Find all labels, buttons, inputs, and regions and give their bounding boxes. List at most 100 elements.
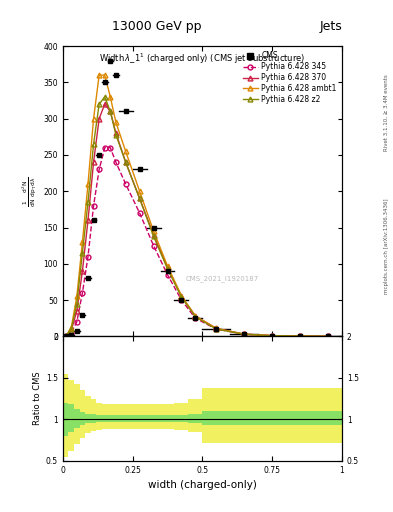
CMS	[270, 333, 275, 339]
Pythia 6.428 345	[63, 333, 68, 339]
Pythia 6.428 345	[91, 203, 96, 209]
Pythia 6.428 ambt1	[75, 293, 79, 300]
Pythia 6.428 370	[151, 232, 156, 238]
Pythia 6.428 z2	[270, 333, 275, 339]
Pythia 6.428 370	[108, 109, 113, 115]
Pythia 6.428 ambt1	[165, 263, 170, 269]
Line: CMS: CMS	[63, 58, 331, 339]
Line: Pythia 6.428 ambt1: Pythia 6.428 ambt1	[63, 73, 331, 339]
Pythia 6.428 z2	[108, 109, 113, 115]
Pythia 6.428 370	[298, 333, 303, 339]
Pythia 6.428 370	[86, 217, 90, 223]
CMS	[193, 315, 198, 322]
Y-axis label: $\mathregular{\frac{1}{dN}}\,\mathregular{\frac{d^2N}{dp_T\,d\lambda}}$: $\mathregular{\frac{1}{dN}}\,\mathregula…	[21, 176, 39, 207]
Pythia 6.428 ambt1	[214, 325, 219, 331]
CMS	[103, 79, 107, 86]
Pythia 6.428 370	[114, 130, 118, 136]
Pythia 6.428 z2	[80, 250, 85, 256]
CMS	[165, 268, 170, 274]
Pythia 6.428 345	[75, 319, 79, 325]
Pythia 6.428 z2	[298, 333, 303, 339]
Pythia 6.428 ambt1	[179, 293, 184, 299]
Pythia 6.428 ambt1	[326, 333, 331, 339]
Pythia 6.428 ambt1	[108, 94, 113, 100]
Pythia 6.428 z2	[326, 333, 331, 339]
Pythia 6.428 ambt1	[103, 72, 107, 78]
Pythia 6.428 345	[151, 243, 156, 249]
Pythia 6.428 345	[97, 166, 101, 173]
Pythia 6.428 370	[123, 159, 128, 165]
CMS	[326, 333, 331, 339]
CMS	[69, 332, 73, 338]
Pythia 6.428 370	[193, 313, 198, 319]
Pythia 6.428 345	[326, 333, 331, 339]
CMS	[75, 328, 79, 334]
CMS	[97, 152, 101, 158]
Pythia 6.428 z2	[103, 94, 107, 100]
Pythia 6.428 345	[137, 210, 142, 216]
Pythia 6.428 ambt1	[114, 119, 118, 125]
Pythia 6.428 ambt1	[91, 116, 96, 122]
Pythia 6.428 ambt1	[86, 181, 90, 187]
Pythia 6.428 370	[97, 116, 101, 122]
Text: CMS_2021_I1920187: CMS_2021_I1920187	[185, 275, 259, 282]
Pythia 6.428 z2	[179, 294, 184, 300]
Pythia 6.428 z2	[123, 159, 128, 165]
Pythia 6.428 ambt1	[123, 148, 128, 155]
Text: mcplots.cern.ch [arXiv:1306.3436]: mcplots.cern.ch [arXiv:1306.3436]	[384, 198, 389, 293]
Pythia 6.428 ambt1	[69, 325, 73, 331]
Pythia 6.428 370	[326, 333, 331, 339]
Pythia 6.428 370	[103, 101, 107, 107]
Pythia 6.428 ambt1	[63, 333, 68, 339]
Pythia 6.428 370	[91, 159, 96, 165]
Pythia 6.428 ambt1	[80, 239, 85, 245]
Pythia 6.428 345	[193, 315, 198, 322]
CMS	[63, 333, 68, 339]
Pythia 6.428 ambt1	[270, 333, 275, 339]
Pythia 6.428 370	[242, 331, 247, 337]
Pythia 6.428 z2	[114, 132, 118, 138]
Pythia 6.428 345	[108, 144, 113, 151]
Pythia 6.428 ambt1	[97, 72, 101, 78]
CMS	[86, 275, 90, 282]
Pythia 6.428 370	[63, 333, 68, 339]
CMS	[123, 109, 128, 115]
Pythia 6.428 z2	[69, 326, 73, 332]
Pythia 6.428 ambt1	[242, 331, 247, 337]
CMS	[137, 166, 142, 173]
CMS	[242, 331, 247, 337]
Pythia 6.428 z2	[214, 326, 219, 332]
CMS	[80, 311, 85, 317]
Pythia 6.428 z2	[137, 196, 142, 202]
CMS	[108, 57, 113, 63]
Pythia 6.428 345	[298, 333, 303, 339]
Pythia 6.428 345	[123, 181, 128, 187]
Pythia 6.428 345	[80, 290, 85, 296]
Pythia 6.428 345	[214, 326, 219, 332]
Text: 13000 GeV pp: 13000 GeV pp	[112, 20, 202, 33]
Pythia 6.428 z2	[242, 331, 247, 337]
Text: Jets: Jets	[319, 20, 342, 33]
Pythia 6.428 370	[69, 328, 73, 334]
Pythia 6.428 370	[75, 308, 79, 314]
Pythia 6.428 ambt1	[193, 313, 198, 319]
Pythia 6.428 345	[69, 330, 73, 336]
Pythia 6.428 z2	[86, 199, 90, 205]
Pythia 6.428 370	[165, 264, 170, 270]
Pythia 6.428 345	[86, 253, 90, 260]
Pythia 6.428 345	[270, 333, 275, 339]
Line: Pythia 6.428 370: Pythia 6.428 370	[63, 102, 331, 339]
Pythia 6.428 345	[165, 272, 170, 278]
Pythia 6.428 z2	[193, 314, 198, 320]
CMS	[214, 326, 219, 332]
Pythia 6.428 z2	[63, 333, 68, 339]
Legend: CMS, Pythia 6.428 345, Pythia 6.428 370, Pythia 6.428 ambt1, Pythia 6.428 z2: CMS, Pythia 6.428 345, Pythia 6.428 370,…	[241, 50, 338, 105]
Pythia 6.428 370	[270, 333, 275, 339]
CMS	[114, 72, 118, 78]
Pythia 6.428 345	[242, 331, 247, 337]
Pythia 6.428 345	[103, 144, 107, 151]
Pythia 6.428 370	[214, 325, 219, 331]
Pythia 6.428 345	[179, 297, 184, 303]
CMS	[179, 297, 184, 303]
Y-axis label: Ratio to CMS: Ratio to CMS	[33, 372, 42, 425]
